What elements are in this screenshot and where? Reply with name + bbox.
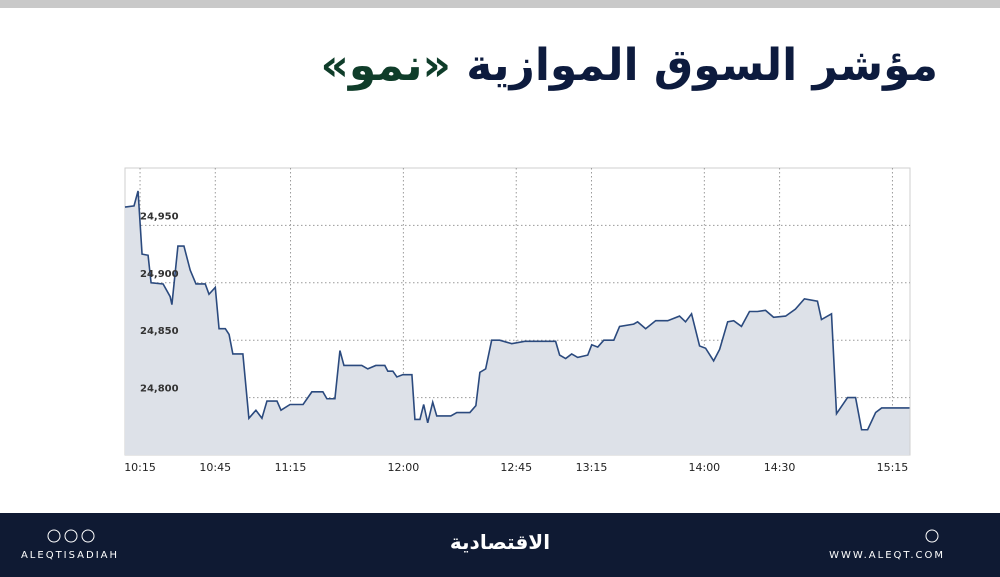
x-tick-label: 11:15 xyxy=(275,461,307,474)
x-tick-label: 14:00 xyxy=(688,461,720,474)
icon xyxy=(925,529,939,543)
y-tick-label: 24,950 xyxy=(140,211,179,222)
icon xyxy=(64,529,78,543)
x-tick-label: 13:15 xyxy=(576,461,608,474)
title-highlight: «نمو» xyxy=(320,40,451,91)
x-tick-label: 10:45 xyxy=(199,461,231,474)
icon xyxy=(81,529,95,543)
social-icons xyxy=(47,529,939,543)
footer-bar xyxy=(0,513,1000,577)
line xyxy=(124,190,910,431)
area xyxy=(125,190,910,455)
top-band xyxy=(0,0,1000,8)
y-tick-label: 24,850 xyxy=(140,326,179,337)
title-main: مؤشر السوق الموازية xyxy=(466,40,938,91)
icon xyxy=(47,529,61,543)
x-tick-label: 12:00 xyxy=(388,461,420,474)
y-tick-label: 24,800 xyxy=(140,384,179,395)
y-tick-label: 24,900 xyxy=(140,269,179,280)
x-tick-label: 10:15 xyxy=(124,461,156,474)
x-tick-label: 15:15 xyxy=(877,461,909,474)
x-tick-label: 12:45 xyxy=(500,461,532,474)
chart-title: مؤشر السوق الموازية «نمو» xyxy=(321,40,939,91)
x-tick-label: 14:30 xyxy=(764,461,796,474)
footer-logo: الاقتصادية xyxy=(450,530,550,554)
footer-handle: ALEQTISADIAH xyxy=(21,550,119,561)
footer-website: WWW.ALEQT.COM xyxy=(829,550,945,561)
